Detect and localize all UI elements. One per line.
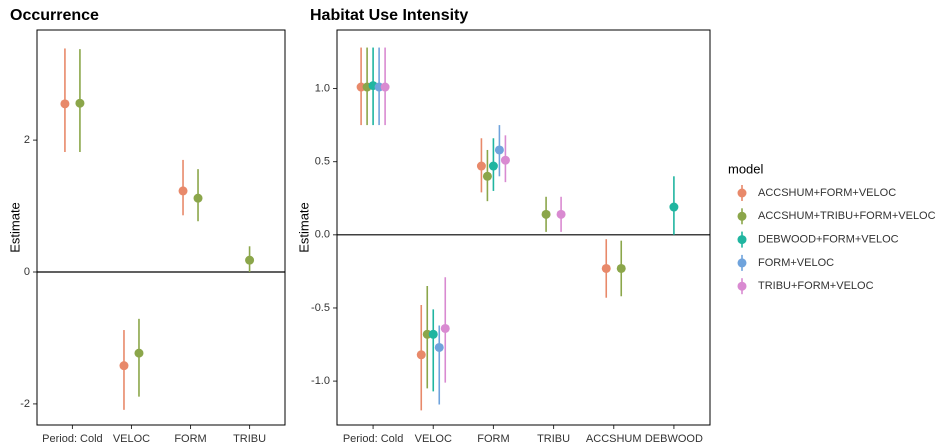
x-tick-label: Period: Cold [42,433,103,445]
x-tick-label: DEBWOOD [645,433,703,445]
legend-key [737,281,747,291]
y-axis-title: Estimate [7,202,22,253]
point [119,361,129,371]
x-tick-label: TRIBU [537,433,570,445]
legend-label: DEBWOOD+FORM+VELOC [758,234,899,246]
chart-title: Occurrence [10,7,99,24]
point [488,161,498,171]
y-tick-label: -1.0 [311,375,330,387]
legend-label: ACCSHUM+TRIBU+FORM+VELOC [758,210,936,222]
x-tick-label: VELOC [415,433,452,445]
point [500,155,510,165]
point [541,209,551,219]
point [60,99,70,109]
point [245,255,255,265]
point [616,263,626,273]
x-tick-label: FORM [477,433,509,445]
point [482,171,492,181]
point [440,323,450,333]
point [669,202,679,212]
legend-label: TRIBU+FORM+VELOC [758,280,874,292]
legend-key [737,188,747,198]
point [75,98,85,108]
legend-title: model [728,161,764,176]
legend-key [737,235,747,245]
point [556,209,566,219]
point [178,186,188,196]
point [380,82,390,92]
point [494,145,504,155]
legend-label: ACCSHUM+FORM+VELOC [758,187,896,199]
legend-key [737,258,747,268]
x-tick-label: FORM [174,433,206,445]
point [193,193,203,203]
legend-label: FORM+VELOC [758,257,834,269]
y-tick-label: 2 [24,134,30,146]
point [434,342,444,352]
point [134,348,144,358]
point [416,350,426,360]
point [601,263,611,273]
y-axis-title: Estimate [296,202,311,253]
y-tick-label: 1.0 [315,82,330,94]
legend-key [737,211,747,221]
y-tick-label: 0.5 [315,156,330,168]
point [476,161,486,171]
chart-title: Habitat Use Intensity [310,7,468,24]
y-tick-label: 0.0 [315,229,330,241]
y-tick-label: 0 [24,266,30,278]
panel-border [36,29,286,426]
point [428,329,438,339]
x-tick-label: ACCSHUM [586,433,642,445]
y-tick-label: -0.5 [311,302,330,314]
x-tick-label: TRIBU [233,433,266,445]
x-tick-label: Period: Cold [343,433,404,445]
y-tick-label: -2 [20,398,30,410]
panel-border [336,29,711,426]
x-tick-label: VELOC [113,433,150,445]
